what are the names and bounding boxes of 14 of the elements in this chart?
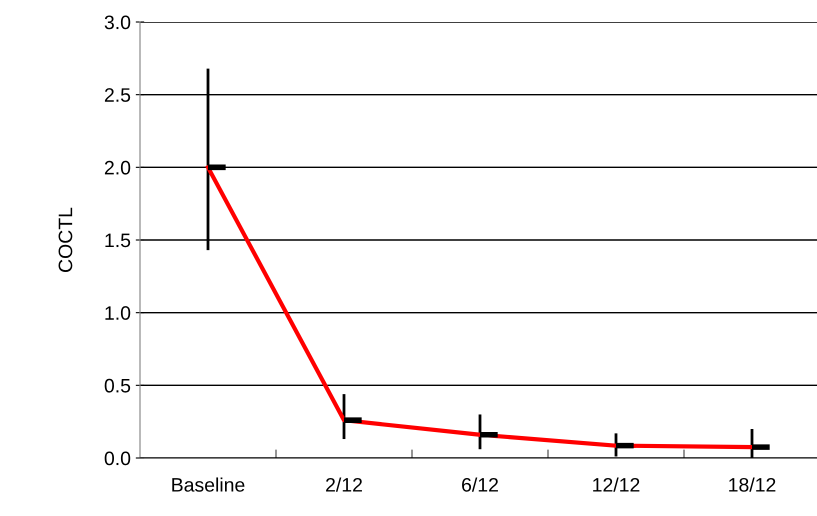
y-tick-label: 1.5 xyxy=(105,234,130,248)
y-tick-label: 2.5 xyxy=(104,88,130,102)
y-tick-label: 3.0 xyxy=(104,15,130,30)
y-tick-label: 1.0 xyxy=(105,306,130,320)
y-tick-label: 0.5 xyxy=(104,378,130,393)
y-axis-title: COCTL xyxy=(58,208,72,272)
y-tick-label: 0.0 xyxy=(104,451,130,466)
x-tick-label: 12/12 xyxy=(593,477,640,492)
y-tick-label: 2.0 xyxy=(104,160,130,175)
x-tick-label: 6/12 xyxy=(462,477,498,492)
x-tick-label: Baseline xyxy=(172,477,244,492)
line-series xyxy=(206,165,754,450)
x-tick-label: 2/12 xyxy=(326,477,362,492)
x-tick-label: 18/12 xyxy=(729,477,776,492)
